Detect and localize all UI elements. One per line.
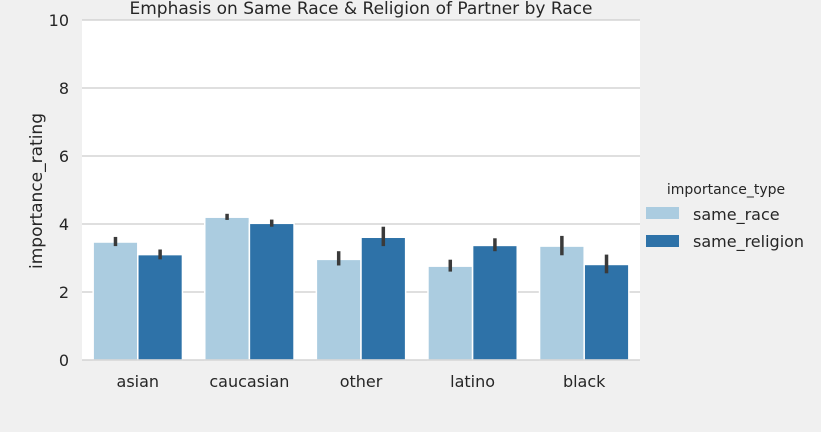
y-tick-label: 4: [59, 215, 69, 234]
y-tick-label: 2: [59, 283, 69, 302]
bar-same-religion-black: [583, 263, 630, 361]
chart-title: Emphasis on Same Race & Religion of Part…: [129, 0, 592, 19]
x-tick-label: caucasian: [209, 372, 289, 391]
y-axis-title: importance_rating: [27, 113, 47, 269]
error-bars: [113, 213, 609, 274]
bar-same-religion-asian: [137, 253, 184, 361]
legend-swatch-same-race: [646, 207, 679, 219]
legend-label-same-race: same_race: [693, 205, 780, 225]
bar-same-religion-latino: [471, 244, 518, 361]
y-tick-label: 6: [59, 147, 69, 166]
y-tick-label: 8: [59, 79, 69, 98]
x-tick-label: asian: [117, 372, 160, 391]
bars: [92, 216, 630, 361]
bar-same-race-black: [538, 245, 585, 361]
bar-same-religion-caucasian: [248, 222, 295, 361]
bar-same-race-caucasian: [204, 216, 251, 361]
legend-swatch-same-religion: [646, 235, 679, 247]
bar-same-religion-other: [360, 236, 407, 361]
x-tick-label: latino: [450, 372, 495, 391]
bar-same-race-asian: [92, 241, 139, 361]
x-tick-label: other: [340, 372, 383, 391]
y-tick-label: 0: [59, 351, 69, 370]
legend-title: importance_type: [667, 182, 785, 198]
legend: importance_type same_race same_religion: [646, 182, 804, 252]
bar-same-race-other: [315, 258, 362, 361]
y-tick-labels: 0 2 4 6 8 10: [49, 11, 69, 370]
legend-label-same-religion: same_religion: [693, 232, 804, 252]
x-tick-label: black: [563, 372, 606, 391]
y-tick-label: 10: [49, 11, 69, 30]
x-tick-labels: asian caucasian other latino black: [117, 372, 607, 391]
bar-same-race-latino: [427, 265, 474, 361]
